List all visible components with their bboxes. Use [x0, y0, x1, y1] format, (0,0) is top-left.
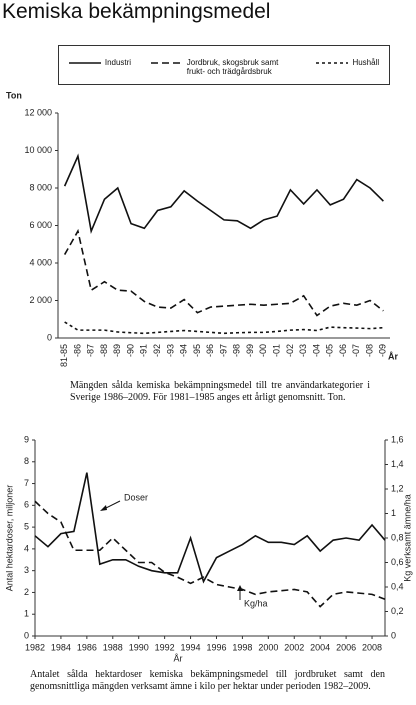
annotation: Kg/ha — [244, 598, 268, 608]
legend-entry: Industri — [68, 58, 132, 67]
x-tick-label: -95 — [192, 344, 202, 357]
series-line — [63, 228, 384, 317]
annotation: Doser — [124, 492, 148, 502]
y-axis-label: Ton — [6, 90, 22, 100]
legend: Industri Jordbruk, skogsbruk samt frukt- … — [58, 45, 390, 85]
legend-label: Jordbruk, skogsbruk samt frukt- och träd… — [186, 58, 279, 76]
y-tick-label: 8 000 — [29, 182, 52, 192]
y2-tick-label: 1,4 — [391, 459, 404, 469]
y-tick-label: 0 — [47, 332, 52, 342]
y-tick-label: 10 000 — [24, 145, 52, 155]
y-axis-label: Antal hektardoser, miljoner — [4, 485, 14, 592]
y2-tick-label: 1,6 — [391, 434, 404, 444]
x-tick-label: -91 — [139, 344, 149, 357]
x-tick-label: -04 — [311, 344, 321, 357]
x-tick-label: -05 — [325, 344, 335, 357]
x-tick-label: -90 — [125, 344, 135, 357]
x-tick-label: 1994 — [181, 642, 201, 652]
x-tick-label: -87 — [86, 344, 96, 357]
x-tick-label: -08 — [364, 344, 374, 357]
x-tick-label: 1998 — [232, 642, 252, 652]
legend-entry: Hushåll — [316, 58, 379, 67]
y-tick-label: 9 — [24, 434, 29, 444]
x-tick-label: -97 — [218, 344, 228, 357]
x-tick-label: 1982 — [25, 642, 45, 652]
y2-tick-label: 0,8 — [391, 532, 404, 542]
x-tick-label: 81-85 — [59, 344, 69, 367]
y-tick-label: 2 — [24, 587, 29, 597]
y2-tick-label: 1 — [391, 508, 396, 518]
caption: Antalet sålda hektardoser kemiska bekämp… — [30, 669, 385, 692]
y2-tick-label: 0,2 — [391, 606, 404, 616]
x-tick-label: -93 — [165, 344, 175, 357]
x-tick-label: -07 — [351, 344, 361, 357]
x-axis-label: År — [388, 351, 398, 361]
y-tick-label: 4 000 — [29, 257, 52, 267]
y2-tick-label: 0,6 — [391, 557, 404, 567]
x-tick-label: -89 — [112, 344, 122, 357]
x-tick-label: 2002 — [284, 642, 304, 652]
x-tick-label: 1996 — [206, 642, 226, 652]
x-tick-label: -98 — [232, 344, 242, 357]
x-tick-label: 1984 — [51, 642, 71, 652]
x-tick-label: 2008 — [362, 642, 382, 652]
y-tick-label: 5 — [24, 521, 29, 531]
y2-tick-label: 0 — [391, 630, 396, 640]
legend-label: Industri — [104, 58, 132, 67]
x-tick-label: -00 — [258, 344, 268, 357]
y-tick-label: 3 — [24, 565, 29, 575]
y-tick-label: 12 000 — [24, 107, 52, 117]
legend-swatch — [316, 62, 349, 64]
y-tick-label: 8 — [24, 456, 29, 466]
x-axis-label: År — [174, 653, 183, 663]
series-line — [63, 153, 384, 234]
x-tick-label: -94 — [179, 344, 189, 357]
x-tick-label: -01 — [271, 344, 281, 357]
y2-tick-label: 0,4 — [391, 581, 404, 591]
x-tick-label: 1988 — [103, 642, 123, 652]
legend-label: Hushåll — [352, 58, 380, 67]
x-tick-label: -03 — [298, 344, 308, 357]
y-tick-label: 7 — [24, 478, 29, 488]
x-tick-label: -99 — [245, 344, 255, 357]
y2-axis-label: Kg verksamt ämne/ha — [402, 494, 412, 582]
x-tick-label: -86 — [72, 344, 82, 357]
page-title: Kemiska bekämpningsmedel — [2, 0, 271, 23]
annotation-arrowhead — [100, 505, 107, 511]
legend-entry: Jordbruk, skogsbruk samt frukt- och träd… — [150, 58, 297, 76]
x-tick-label: 1990 — [129, 642, 149, 652]
y-tick-label: 2 000 — [29, 295, 52, 305]
y2-tick-label: 1,2 — [391, 483, 404, 493]
x-tick-label: -88 — [99, 344, 109, 357]
series-line — [64, 321, 384, 335]
series-line — [34, 500, 386, 608]
y-tick-label: 6 — [24, 500, 29, 510]
x-tick-label: 2006 — [336, 642, 356, 652]
y-tick-label: 1 — [24, 609, 29, 619]
legend-swatch — [68, 62, 101, 64]
x-tick-label: 2000 — [258, 642, 278, 652]
x-tick-label: 1986 — [77, 642, 97, 652]
x-tick-label: -09 — [378, 344, 388, 357]
x-tick-label: -06 — [338, 344, 348, 357]
x-tick-label: 1992 — [155, 642, 175, 652]
x-tick-label: -92 — [152, 344, 162, 357]
x-tick-label: -02 — [285, 344, 295, 357]
caption: Mängden sålda kemiska bekämpningsmedel t… — [70, 380, 370, 403]
y-tick-label: 0 — [24, 630, 29, 640]
y-tick-label: 6 000 — [29, 220, 52, 230]
x-tick-label: -96 — [205, 344, 215, 357]
y-tick-label: 4 — [24, 543, 29, 553]
x-tick-label: 2004 — [310, 642, 330, 652]
series-line — [34, 472, 386, 584]
legend-swatch — [150, 62, 183, 64]
